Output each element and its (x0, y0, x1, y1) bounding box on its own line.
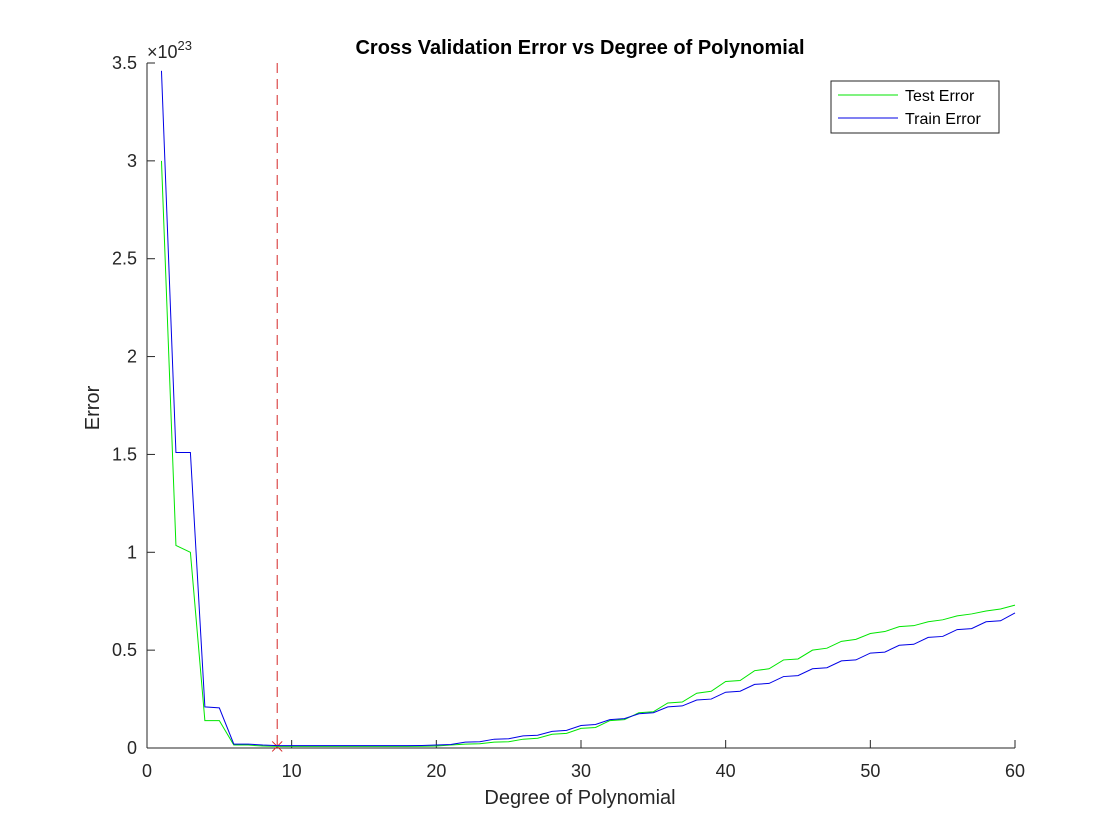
y-tick-label: 1.5 (112, 444, 137, 464)
best-degree-marker (271, 63, 283, 752)
legend-label-train-error: Train Error (905, 111, 982, 128)
series (160, 70, 1016, 747)
y-tick-label: 2 (127, 347, 137, 367)
x-tick-label: 20 (426, 761, 446, 781)
x-tick-label: 60 (1005, 761, 1025, 781)
series-line-test-error (160, 160, 1016, 747)
legend-box (830, 80, 1000, 134)
x-tick-label: 40 (716, 761, 736, 781)
y-tick-label: 0.5 (112, 640, 137, 660)
x-tick-label: 0 (142, 761, 152, 781)
svg-text:×1023: ×1023 (147, 38, 192, 62)
y-tick-label: 3 (127, 151, 137, 171)
y-exponent-label: ×1023 (147, 38, 192, 62)
legend: Test Error Train Error (830, 80, 1000, 134)
y-exponent-power: 23 (178, 38, 192, 53)
y-tick-label: 0 (127, 738, 137, 758)
x-ticks: 0 10 20 30 40 50 60 (142, 740, 1025, 781)
x-tick-label: 10 (282, 761, 302, 781)
x-tick-label: 30 (571, 761, 591, 781)
series-line-train-error (160, 70, 1016, 747)
x-axis-title: Degree of Polynomial (484, 787, 675, 809)
y-tick-label: 3.5 (112, 53, 137, 73)
y-exponent-times: ×10 (147, 42, 178, 62)
x-tick-label: 50 (860, 761, 880, 781)
legend-label-test-error: Test Error (905, 88, 975, 105)
y-ticks: 0 0.5 1 1.5 2 2.5 3 3.5 (112, 53, 155, 758)
chart-title: Cross Validation Error vs Degree of Poly… (355, 37, 804, 59)
y-axis-title: Error (82, 385, 104, 430)
y-tick-label: 1 (127, 542, 137, 562)
y-tick-label: 2.5 (112, 249, 137, 269)
